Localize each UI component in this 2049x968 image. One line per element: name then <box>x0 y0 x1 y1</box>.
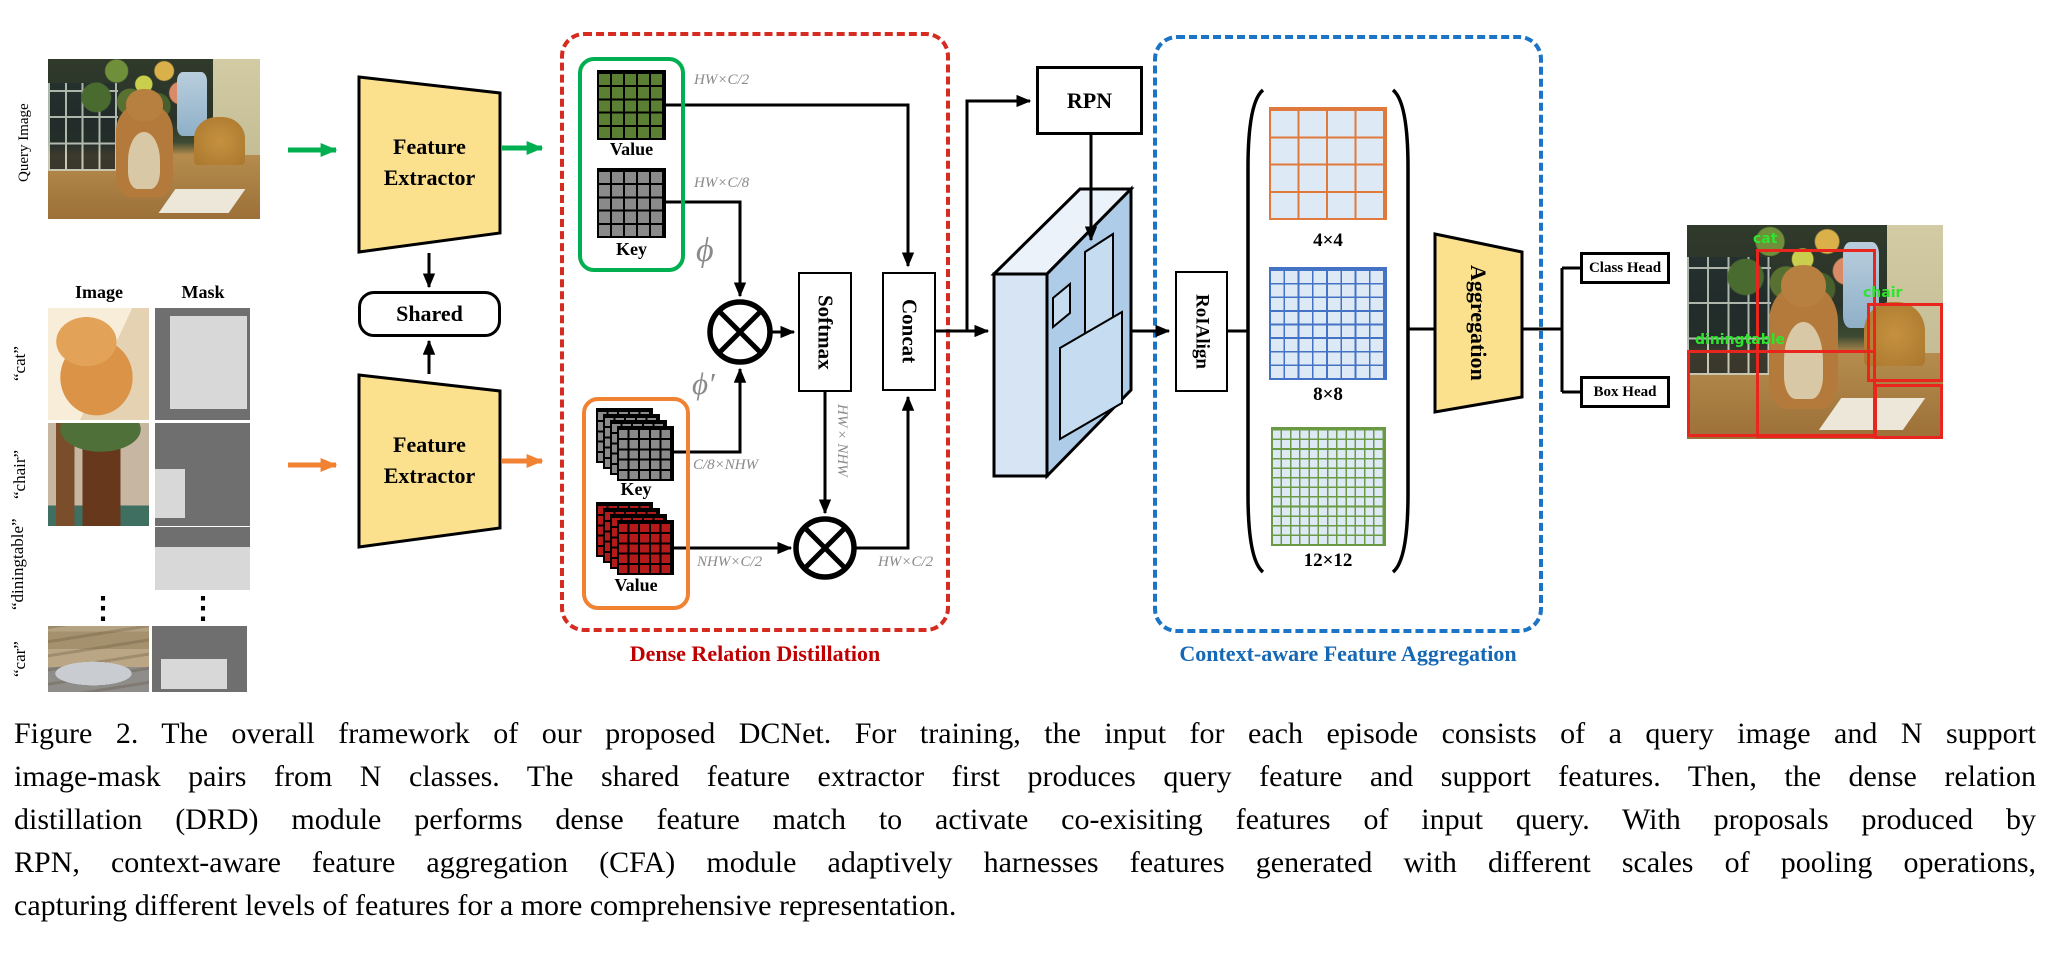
query-image-label: Query Image <box>16 103 32 183</box>
query-feature-group <box>578 57 685 272</box>
support-mask-chair <box>155 423 250 526</box>
image-column-header: Image <box>75 282 123 302</box>
dim-label-attention: HW×NHW <box>834 404 850 477</box>
caption-line-4: RPN, context-aware feature aggregation (… <box>14 846 2036 879</box>
detection-box-extra <box>1874 384 1943 439</box>
pooling-grid-4x4 <box>1269 107 1387 220</box>
dim-label-key: HW×C/8 <box>694 175 750 191</box>
caption-line-2: image-mask pairs from N classes. The sha… <box>14 760 2036 793</box>
black-connectors <box>422 94 1580 555</box>
pooling-grid-8x8 <box>1269 267 1387 380</box>
pooling-grid-8x8-label: 8×8 <box>1313 384 1343 405</box>
roialign-label: RoIAlign <box>1191 294 1213 369</box>
dim-label-value: HW×C/2 <box>694 72 750 88</box>
softmax-label: Softmax <box>813 294 838 370</box>
query-value-grid <box>597 70 666 140</box>
rpn-box: RPN <box>1036 66 1143 135</box>
proposal-large <box>1059 310 1123 441</box>
detection-box-chair <box>1867 303 1943 382</box>
dim-label-support-key: C/8×NHW <box>693 457 759 473</box>
query-key-grid <box>597 168 666 238</box>
shared-box: Shared <box>358 291 501 337</box>
shared-label: Shared <box>396 301 463 326</box>
detection-label-chair: chair <box>1863 285 1903 301</box>
feature-extractor-top: Feature Extractor <box>359 131 500 193</box>
feature-extractor-bottom: Feature Extractor <box>359 429 500 491</box>
query-image <box>48 59 260 219</box>
concat-label: Concat <box>897 299 922 364</box>
concat-box: Concat <box>882 272 936 391</box>
box-head-box: Box Head <box>1580 376 1670 408</box>
support-label-diningtable: “diningtable” <box>8 518 27 611</box>
feature-extractor-bottom-line2: Extractor <box>383 463 476 488</box>
detection-label-cat: cat <box>1753 231 1778 247</box>
caption-line-1: Figure 2. The overall framework of our p… <box>14 717 2036 750</box>
support-key-label: Key <box>620 479 652 499</box>
paper-on-table <box>158 188 246 213</box>
class-head-label: Class Head <box>1588 259 1662 276</box>
pooling-grid-12x12-label: 12×12 <box>1303 550 1353 571</box>
drd-title: Dense Relation Distillation <box>629 641 881 666</box>
support-ellipsis-image: ⋮ <box>88 592 118 625</box>
cat-figure <box>115 88 174 197</box>
support-ellipsis-mask: ⋮ <box>188 592 218 625</box>
feature-extractor-top-line1: Feature <box>393 134 466 159</box>
dim-label-output: HW×C/2 <box>878 554 934 570</box>
query-value-label: Value <box>609 139 654 159</box>
result-image: cat chair diningtable <box>1687 225 1943 439</box>
support-image-chair <box>48 423 149 526</box>
support-flow-arrows <box>288 454 544 472</box>
support-mask-diningtable <box>155 527 250 590</box>
support-image-diningtable <box>48 527 149 590</box>
aggregation-label: Aggregation <box>1466 265 1491 381</box>
box-head-label: Box Head <box>1593 383 1657 400</box>
feature-extractor-top-shape <box>357 75 502 254</box>
feature-extractor-top-line2: Extractor <box>383 165 476 190</box>
support-image-car <box>48 626 149 692</box>
feature-extractor-bottom-shape <box>357 373 502 549</box>
support-mask-car <box>152 626 247 692</box>
aggregation-shape <box>1433 232 1524 414</box>
support-value-stack <box>596 502 674 575</box>
cfa-module-frame <box>1153 35 1543 633</box>
aggregation-text-wrap: Aggregation <box>1446 240 1510 406</box>
support-key-stack <box>596 408 674 481</box>
cfa-title: Context-aware Feature Aggregation <box>1179 641 1517 666</box>
detection-box-diningtable <box>1687 350 1876 437</box>
mask-column-header: Mask <box>181 282 225 302</box>
support-image-cat <box>48 308 149 420</box>
support-feature-group <box>582 397 690 610</box>
cat-figure <box>1768 265 1839 410</box>
proposal-small <box>1052 281 1071 330</box>
phi-prime-symbol: ϕ′ <box>692 366 715 401</box>
class-head-box: Class Head <box>1580 252 1670 284</box>
support-label-cat: “cat” <box>10 346 29 382</box>
support-label-car: “car” <box>10 641 29 677</box>
phi-symbol: ϕ <box>696 232 714 269</box>
support-mask-cat <box>155 308 250 420</box>
matmul2-icon <box>793 516 857 580</box>
pooling-grid-12x12 <box>1271 427 1386 546</box>
chair-back <box>194 116 246 165</box>
dim-label-support-value: NHW×C/2 <box>697 554 763 570</box>
softmax-box: Softmax <box>798 272 852 392</box>
roialign-box: RoIAlign <box>1175 271 1228 392</box>
caption-line-5: capturing different levels of features f… <box>14 889 957 922</box>
caption-line-3: distillation (DRD) module performs dense… <box>14 803 2036 836</box>
figure-caption: Figure 2. The overall framework of our p… <box>14 712 2036 927</box>
support-value-label: Value <box>614 575 658 595</box>
query-flow-arrows <box>288 141 544 157</box>
detection-label-diningtable: diningtable <box>1695 332 1786 348</box>
feature-extractor-bottom-line1: Feature <box>393 432 466 457</box>
pooling-grid-4x4-label: 4×4 <box>1313 230 1343 251</box>
query-key-label: Key <box>616 239 647 259</box>
feature-map-slab <box>990 185 1135 480</box>
rpn-label: RPN <box>1066 87 1113 113</box>
matmul-icon <box>707 299 773 365</box>
